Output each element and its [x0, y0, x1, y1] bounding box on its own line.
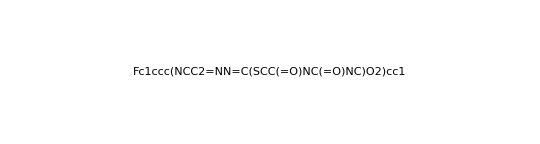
Text: Fc1ccc(NCC2=NN=C(SCC(=O)NC(=O)NC)O2)cc1: Fc1ccc(NCC2=NN=C(SCC(=O)NC(=O)NC)O2)cc1: [133, 67, 407, 77]
